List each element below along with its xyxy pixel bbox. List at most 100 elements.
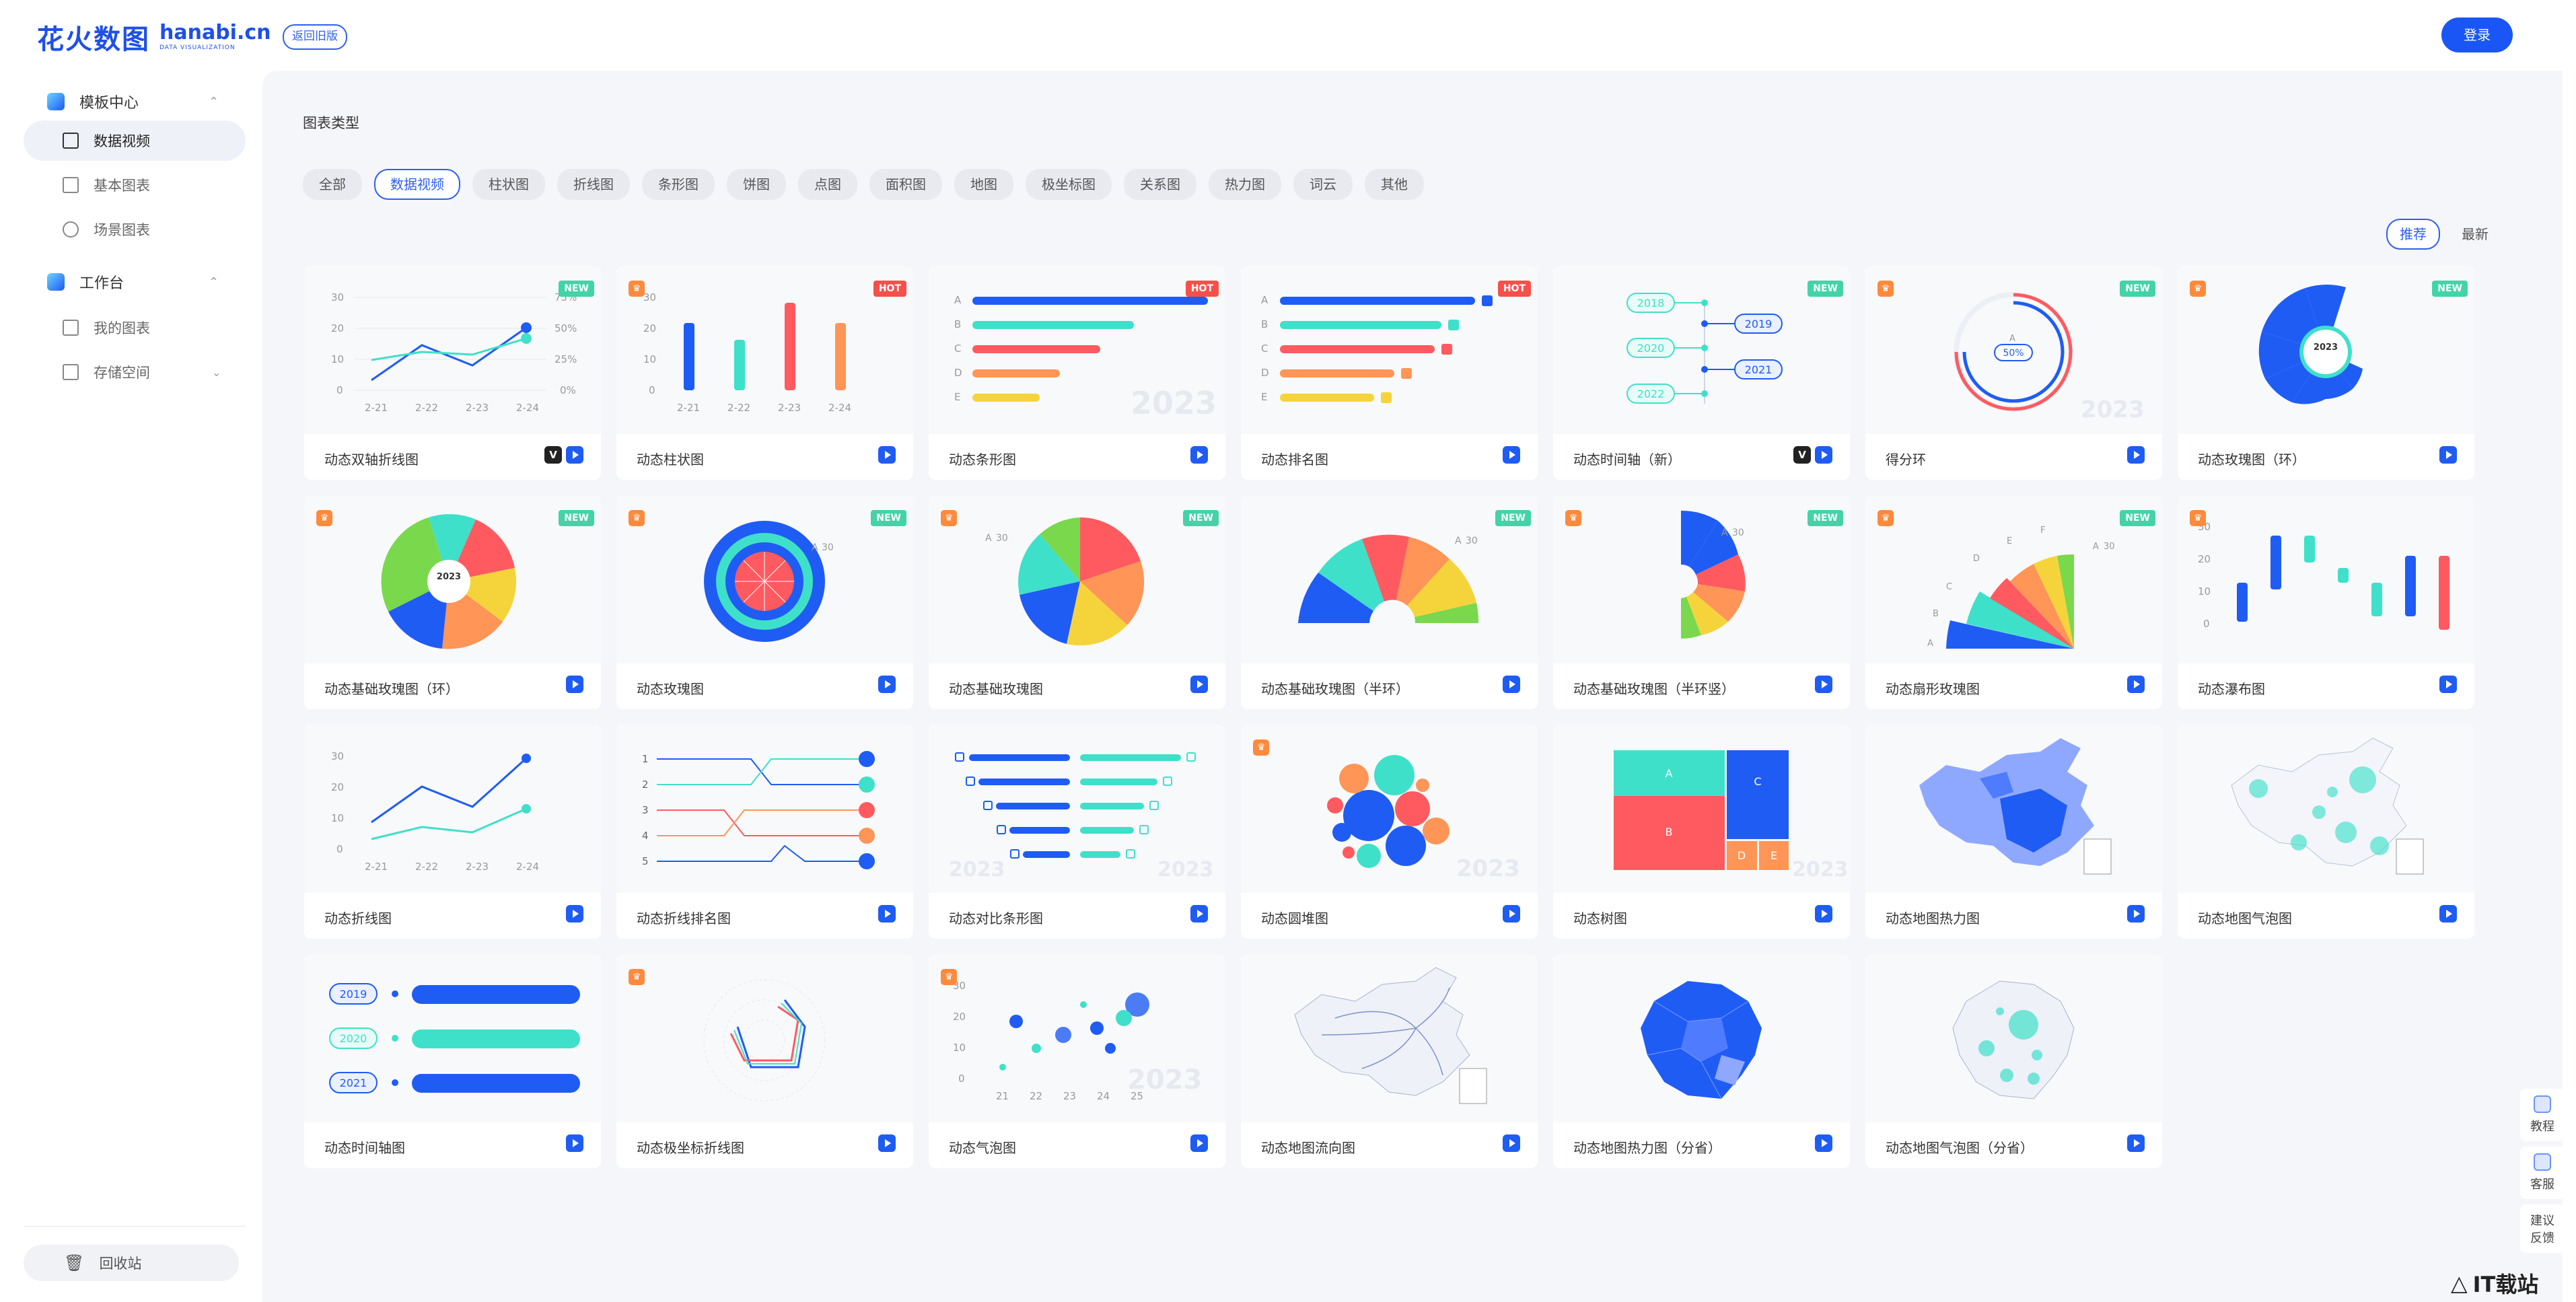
play-icon[interactable] [2127,1134,2145,1152]
template-card[interactable]: A B C D E 2023 HOT 动态条形图 [929,266,1225,480]
template-card[interactable]: 2023 2023 动态对比条形图 [929,725,1225,939]
play-icon[interactable] [1503,676,1520,693]
sidebar-item-my-charts[interactable]: 我的图表 [24,308,246,348]
play-icon[interactable] [1503,1134,1520,1152]
template-card[interactable]: A B C D E F A 30 ♛ NEW 动态扇形玫瑰图 [1865,495,2162,709]
template-card[interactable]: 30 20 10 0 75% 50% 25% 0% 2-21 2-22 2-23… [304,266,601,480]
play-icon[interactable] [1503,905,1520,923]
play-icon[interactable] [566,676,583,693]
template-card[interactable]: 30 20 10 0 ♛ 动态瀑布图 [2178,495,2474,709]
play-icon[interactable] [1503,446,1520,464]
sidebar: 模板中心 ⌃ 数据视频 基本图表 场景图表 工作台 ⌃ 我的图表 存储空间 ⌄ … [0,71,259,1302]
template-card[interactable]: 2023 ♛ 动态圆堆图 [1241,725,1538,939]
tick-label: B [1261,318,1268,330]
tick-label: 2-23 [778,402,801,414]
play-icon[interactable] [1190,1134,1208,1152]
old-version-button[interactable]: 返回旧版 [283,24,347,50]
play-icon[interactable] [1815,676,1832,693]
template-center-section[interactable]: 模板中心 ⌃ [47,91,219,112]
filter-line[interactable]: 折线图 [557,169,630,200]
floating-toolbar: 教程 客服 建议 反馈 [2520,1089,2565,1253]
play-icon[interactable] [2127,446,2145,464]
template-card[interactable]: A B C D E 2023 动态树图 [1553,725,1850,939]
play-icon[interactable] [566,446,583,464]
logo-en-text: hanabi.cn [159,21,271,44]
sidebar-item-data-video[interactable]: 数据视频 [24,120,246,161]
play-icon[interactable] [2439,905,2457,923]
template-card[interactable]: A 30 ♛ NEW 动态玫瑰图 [616,495,913,709]
play-icon[interactable] [2439,676,2457,693]
play-icon[interactable] [1815,446,1832,464]
template-card[interactable]: 1 2 3 4 5 动态折线排名图 [616,725,913,939]
play-icon[interactable] [1815,1134,1832,1152]
play-icon[interactable] [2439,446,2457,464]
template-card[interactable]: 30 20 10 0 21 22 23 24 25 [929,954,1225,1168]
template-card[interactable]: 50% A 2023 ♛ NEW 得分环 [1865,266,2162,480]
filter-bar[interactable]: 柱状图 [472,169,545,200]
template-card[interactable]: 动态地图流向图 [1241,954,1538,1168]
play-icon[interactable] [1190,446,1208,464]
play-icon[interactable] [1815,905,1832,923]
feedback-button[interactable]: 建议 反馈 [2520,1204,2565,1253]
play-icon[interactable] [878,905,896,923]
play-icon[interactable] [878,676,896,693]
template-card[interactable]: 动态地图气泡图 [2178,725,2474,939]
v-badge-icon: V [1793,446,1811,464]
template-card[interactable]: 动态地图热力图（分省） [1553,954,1850,1168]
filter-all[interactable]: 全部 [303,169,362,200]
sidebar-item-basic-chart[interactable]: 基本图表 [24,165,246,205]
template-card[interactable]: 30 20 10 0 2-21 2-22 2-23 2-24 动态折线图 [304,725,601,939]
tutorial-button[interactable]: 教程 [2520,1089,2565,1141]
template-card[interactable]: A 30 NEW 动态基础玫瑰图（半环） [1241,495,1538,709]
sort-latest[interactable]: 最新 [2462,226,2489,242]
template-card[interactable]: 2023 ♛ NEW 动态基础玫瑰图（环） [304,495,601,709]
tick-label: 0 [336,843,343,855]
filter-polar[interactable]: 极坐标图 [1026,169,1112,200]
play-icon[interactable] [2127,676,2145,693]
login-button[interactable]: 登录 [2441,17,2513,52]
filter-area[interactable]: 面积图 [869,169,942,200]
template-card[interactable]: 2023 ♛ NEW 动态玫瑰图（环） [2178,266,2474,480]
rank-label: 3 [642,804,649,816]
logo[interactable]: 花火数图 hanabi.cn DATA VISUALIZATION [37,17,271,57]
card-thumbnail [616,954,913,1122]
vip-icon: ♛ [1877,281,1894,297]
filter-map[interactable]: 地图 [954,169,1013,200]
filter-heat[interactable]: 热力图 [1209,169,1281,200]
play-icon[interactable] [878,446,896,464]
filter-data-video[interactable]: 数据视频 [374,169,460,200]
workspace-section[interactable]: 工作台 ⌃ [47,271,219,293]
template-center-label: 模板中心 [79,95,139,112]
card-title: 动态基础玫瑰图（半环） [1261,681,1409,697]
template-card[interactable]: A 30 ♛ NEW 动态基础玫瑰图 [929,495,1225,709]
trash-button[interactable]: 🗑 回收站 [24,1245,239,1281]
play-icon[interactable] [878,1134,896,1152]
filter-wordcloud[interactable]: 词云 [1293,169,1353,200]
play-icon[interactable] [1190,676,1208,693]
tick-label: 2-21 [677,402,700,414]
filter-relation[interactable]: 关系图 [1124,169,1196,200]
tick-label: 23 [1063,1090,1076,1102]
filter-dot[interactable]: 点图 [798,169,857,200]
filter-pie[interactable]: 饼图 [727,169,786,200]
tick-label: 50% [554,322,577,334]
play-icon[interactable] [1190,905,1208,923]
template-card[interactable]: A 30 ♛ NEW 动态基础玫瑰图（半环竖） [1553,495,1850,709]
template-card[interactable]: 动态地图气泡图（分省） [1865,954,2162,1168]
template-card[interactable]: 动态地图热力图 [1865,725,2162,939]
play-icon[interactable] [2127,905,2145,923]
template-card[interactable]: A B C D E HOT 动态排名图 [1241,266,1538,480]
filter-other[interactable]: 其他 [1365,169,1424,200]
card-thumbnail: 30 20 10 0 2-21 2-22 2-23 2-24 [616,266,913,434]
service-button[interactable]: 客服 [2520,1147,2565,1199]
play-icon[interactable] [566,1134,583,1152]
template-card[interactable]: 30 20 10 0 2-21 2-22 2-23 2-24 ♛ [616,266,913,480]
sort-recommend[interactable]: 推荐 [2386,219,2440,250]
template-card[interactable]: 2018 2019 2020 2021 2022 NEW 动态时间轴（新） V [1553,266,1850,480]
play-icon[interactable] [566,905,583,923]
template-card[interactable]: 2019 2020 2021 动态时间轴图 [304,954,601,1168]
filter-hbar[interactable]: 条形图 [642,169,715,200]
template-card[interactable]: ♛ 动态极坐标折线图 [616,954,913,1168]
sidebar-item-storage[interactable]: 存储空间 ⌄ [24,352,246,392]
sidebar-item-scene-chart[interactable]: 场景图表 [24,209,246,250]
